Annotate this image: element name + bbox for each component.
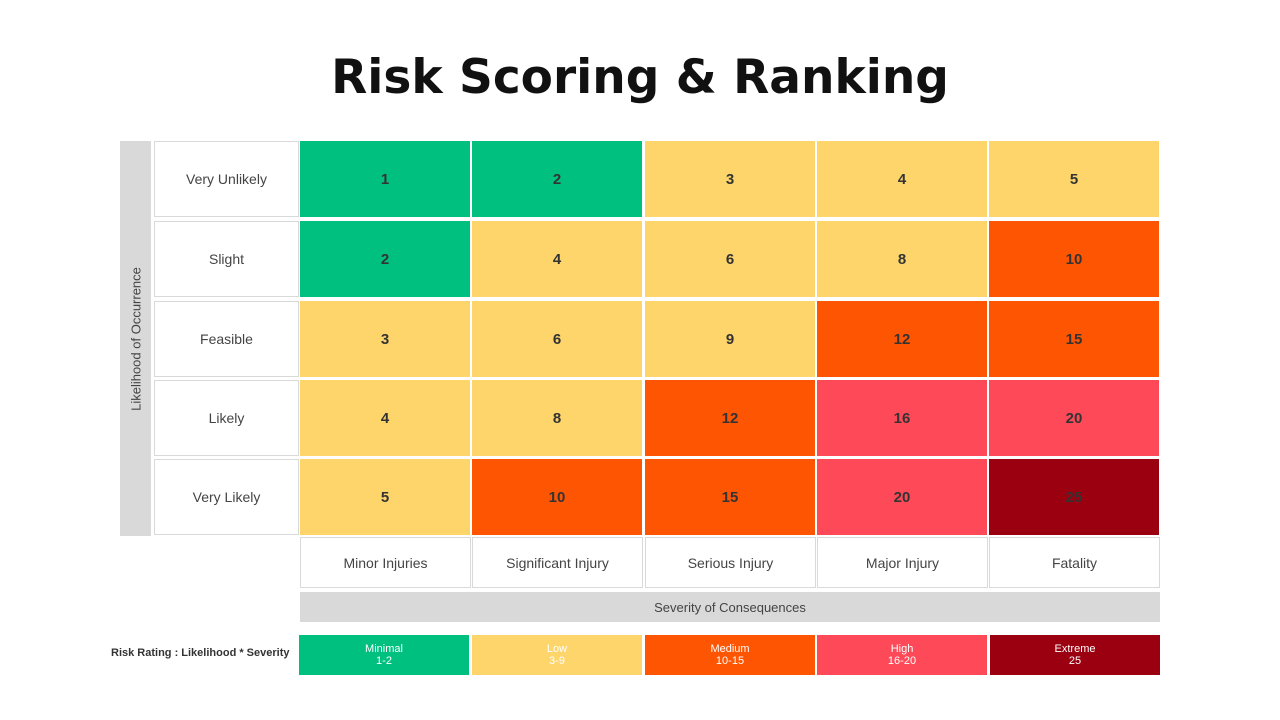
risk-cell: 12 (645, 380, 815, 456)
column-label: Significant Injury (472, 537, 643, 588)
risk-cell: 20 (817, 459, 987, 535)
risk-cell: 25 (989, 459, 1159, 535)
page-title: Risk Scoring & Ranking (331, 50, 949, 105)
legend-item-high: High 16-20 (817, 635, 987, 675)
column-label: Major Injury (817, 537, 988, 588)
row-label: Very Unlikely (154, 141, 299, 217)
risk-cell: 3 (645, 141, 815, 217)
legend-item-label: Low (546, 643, 568, 655)
row-label: Feasible (154, 301, 299, 377)
legend-item-label: Medium (710, 643, 750, 655)
risk-cell: 2 (300, 221, 470, 297)
legend-item-label: High (890, 643, 914, 655)
risk-cell: 5 (989, 141, 1159, 217)
risk-cell: 4 (472, 221, 642, 297)
legend-item-medium: Medium 10-15 (645, 635, 815, 675)
legend-item-range: 3-9 (549, 655, 565, 667)
risk-cell: 1 (300, 141, 470, 217)
risk-cell: 2 (472, 141, 642, 217)
legend-item-minimal: Minimal 1-2 (299, 635, 469, 675)
risk-cell: 16 (817, 380, 987, 456)
risk-cell: 8 (817, 221, 987, 297)
legend-item-label: Minimal (365, 643, 403, 655)
risk-cell: 3 (300, 301, 470, 377)
risk-cell: 4 (817, 141, 987, 217)
risk-cell: 4 (300, 380, 470, 456)
legend-item-label: Extreme (1054, 643, 1096, 655)
y-axis-bar: Likelihood of Occurrence (120, 141, 151, 536)
risk-cell: 6 (645, 221, 815, 297)
risk-cell: 12 (817, 301, 987, 377)
legend-item-low: Low 3-9 (472, 635, 642, 675)
risk-cell: 15 (645, 459, 815, 535)
row-label: Very Likely (154, 459, 299, 535)
risk-cell: 10 (989, 221, 1159, 297)
x-axis-label: Severity of Consequences (300, 592, 1160, 622)
row-label: Slight (154, 221, 299, 297)
risk-cell: 9 (645, 301, 815, 377)
legend-item-range: 25 (1068, 655, 1082, 667)
risk-cell: 6 (472, 301, 642, 377)
y-axis-label: Likelihood of Occurrence (128, 266, 143, 411)
risk-cell: 8 (472, 380, 642, 456)
row-label: Likely (154, 380, 299, 456)
risk-cell: 10 (472, 459, 642, 535)
risk-cell: 20 (989, 380, 1159, 456)
risk-cell: 15 (989, 301, 1159, 377)
legend-item-extreme: Extreme 25 (990, 635, 1160, 675)
column-label: Minor Injuries (300, 537, 471, 588)
legend-item-range: 16-20 (887, 655, 917, 667)
legend-title: Risk Rating : Likelihood * Severity (111, 647, 290, 659)
legend-item-range: 1-2 (376, 655, 392, 667)
legend-item-range: 10-15 (715, 655, 745, 667)
risk-cell: 5 (300, 459, 470, 535)
column-label: Serious Injury (645, 537, 816, 588)
column-label: Fatality (989, 537, 1160, 588)
